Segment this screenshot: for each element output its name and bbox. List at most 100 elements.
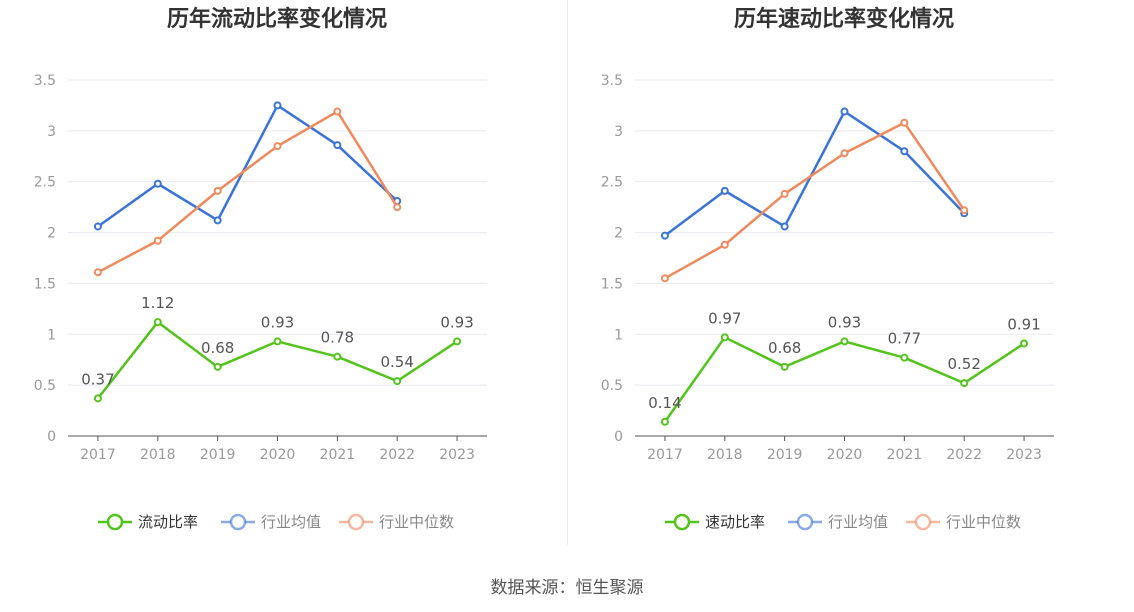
data-point[interactable] <box>660 231 669 240</box>
legend-label: 流动比率 <box>138 513 198 531</box>
data-point[interactable] <box>1020 339 1029 348</box>
data-point[interactable] <box>780 189 789 198</box>
y-tick-label: 2.5 <box>601 175 623 191</box>
data-point[interactable] <box>840 107 849 116</box>
data-point[interactable] <box>900 353 909 362</box>
data-point[interactable] <box>153 236 162 245</box>
series-line-0 <box>663 336 1025 423</box>
y-tick-label: 2 <box>614 226 623 242</box>
legend-marker-icon <box>229 513 247 531</box>
legend-marker-icon <box>796 513 814 531</box>
legend-label: 行业均值 <box>261 513 321 531</box>
legend-item-1[interactable]: 行业均值 <box>221 513 321 531</box>
chart-title: 历年流动比率变化情况 <box>167 6 387 32</box>
data-point[interactable] <box>780 362 789 371</box>
x-tick-label: 2022 <box>379 447 415 463</box>
x-tick-label: 2019 <box>200 447 236 463</box>
data-point[interactable] <box>900 118 909 127</box>
legend-marker-icon <box>347 513 365 531</box>
y-tick-label: 1 <box>614 327 623 343</box>
y-tick-label: 3.5 <box>34 73 56 89</box>
data-label: 0.97 <box>708 309 741 327</box>
data-label: 0.77 <box>888 330 921 348</box>
y-tick-label: 1 <box>47 327 56 343</box>
data-point[interactable] <box>720 186 729 195</box>
data-point[interactable] <box>213 362 222 371</box>
y-tick-label: 2 <box>47 226 56 242</box>
x-tick-label: 2019 <box>767 447 803 463</box>
series-line-2 <box>97 110 399 274</box>
legend-item-0[interactable]: 流动比率 <box>98 513 198 531</box>
x-tick-label: 2018 <box>140 447 176 463</box>
data-point[interactable] <box>960 379 969 388</box>
series-line-1 <box>664 110 966 237</box>
data-point[interactable] <box>840 149 849 158</box>
data-point[interactable] <box>93 222 102 231</box>
x-tick-label: 2022 <box>946 447 982 463</box>
data-point[interactable] <box>720 333 729 342</box>
y-tick-label: 0 <box>47 429 56 445</box>
data-point[interactable] <box>660 417 669 426</box>
data-label: 0.52 <box>948 355 981 373</box>
data-point[interactable] <box>333 352 342 361</box>
chart-title: 历年速动比率变化情况 <box>734 6 954 32</box>
data-point[interactable] <box>900 147 909 156</box>
x-tick-label: 2021 <box>320 447 356 463</box>
legend-label: 行业均值 <box>828 513 888 531</box>
data-point[interactable] <box>393 203 402 212</box>
chart-divider <box>567 0 568 545</box>
data-label: 0.14 <box>648 394 681 412</box>
y-tick-label: 1.5 <box>34 276 56 292</box>
y-tick-label: 0.5 <box>601 378 623 394</box>
y-tick-label: 3.5 <box>601 73 623 89</box>
data-point[interactable] <box>720 240 729 249</box>
y-tick-label: 0 <box>614 429 623 445</box>
x-tick-label: 2021 <box>887 447 923 463</box>
data-label: 0.68 <box>768 339 801 357</box>
y-tick-label: 3 <box>614 124 623 140</box>
legend-marker-icon <box>106 513 124 531</box>
data-label: 0.93 <box>828 313 861 331</box>
data-label: 0.54 <box>381 353 414 371</box>
current-ratio-chart-svg: 历年流动比率变化情况 0 0.5 1 1.5 2 2.5 3 3.5 2017 2018 2019 20… <box>34 6 487 531</box>
series-line-2 <box>664 121 966 280</box>
legend-item-2[interactable]: 行业中位数 <box>339 513 454 531</box>
data-point[interactable] <box>93 394 102 403</box>
data-label: 0.78 <box>321 329 354 347</box>
legend-item-1[interactable]: 行业均值 <box>788 513 888 531</box>
data-point[interactable] <box>213 216 222 225</box>
data-point[interactable] <box>93 268 102 277</box>
legend-item-2[interactable]: 行业中位数 <box>906 513 1021 531</box>
data-point[interactable] <box>660 274 669 283</box>
x-tick-label: 2020 <box>260 447 296 463</box>
quick-ratio-chart: 历年速动比率变化情况 0 0.5 1 1.5 2 2.5 3 3.5 2017 2018 2019 20… <box>567 0 1134 560</box>
y-tick-label: 0.5 <box>34 378 56 394</box>
data-point[interactable] <box>153 179 162 188</box>
data-point[interactable] <box>960 206 969 215</box>
y-tick-label: 1.5 <box>601 276 623 292</box>
x-tick-label: 2017 <box>80 447 116 463</box>
series-line-1 <box>97 104 399 228</box>
data-point[interactable] <box>780 222 789 231</box>
data-point[interactable] <box>393 377 402 386</box>
data-label: 0.68 <box>201 339 234 357</box>
legend-label: 速动比率 <box>705 513 765 531</box>
data-point[interactable] <box>273 142 282 151</box>
x-tick-label: 2023 <box>439 447 475 463</box>
legend-item-0[interactable]: 速动比率 <box>665 513 765 531</box>
data-source-footer: 数据来源：恒生聚源 <box>490 578 644 598</box>
data-point[interactable] <box>273 101 282 110</box>
x-tick-label: 2023 <box>1006 447 1042 463</box>
data-label: 0.93 <box>440 313 473 331</box>
data-label: 0.37 <box>81 370 114 388</box>
quick-ratio-chart-svg: 历年速动比率变化情况 0 0.5 1 1.5 2 2.5 3 3.5 2017 2018 2019 20… <box>601 6 1054 531</box>
data-point[interactable] <box>840 337 849 346</box>
data-point[interactable] <box>453 337 462 346</box>
data-point[interactable] <box>333 141 342 150</box>
data-point[interactable] <box>213 186 222 195</box>
data-point[interactable] <box>273 337 282 346</box>
data-point[interactable] <box>333 107 342 116</box>
legend-marker-icon <box>914 513 932 531</box>
data-point[interactable] <box>153 318 162 327</box>
data-label: 1.12 <box>141 294 174 312</box>
